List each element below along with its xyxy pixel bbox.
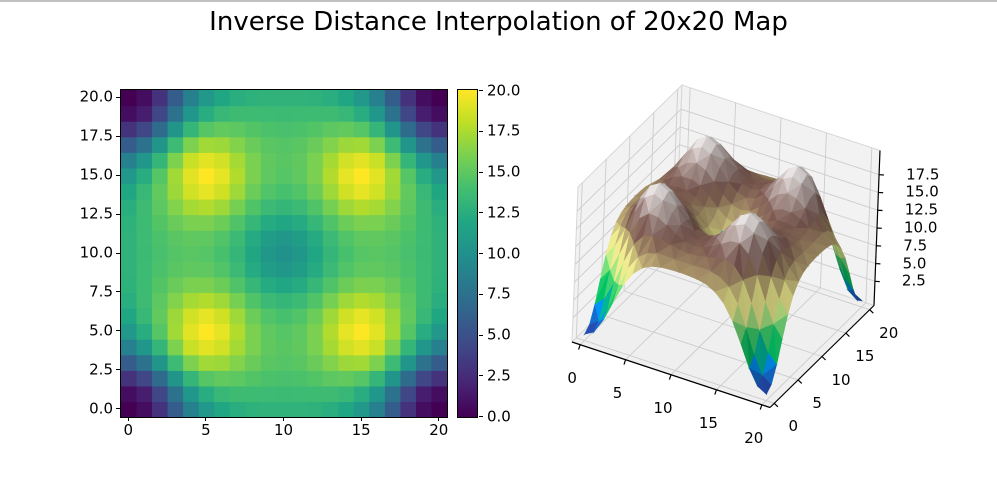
- heatmap-y-tick-label: 12.5: [79, 204, 113, 223]
- tick-mark: [479, 375, 483, 377]
- tick-mark: [116, 252, 120, 254]
- tick-mark: [116, 330, 120, 332]
- colorbar-tick-label: 12.5: [487, 203, 521, 222]
- tick-mark: [116, 96, 120, 98]
- surface3d-z-tick-label: 10.0: [904, 218, 938, 237]
- heatmap-x-tick-label: 10: [273, 421, 294, 439]
- heatmap-y-tick-label: 20.0: [79, 87, 113, 106]
- colorbar-tick-label: 0.0: [487, 407, 511, 425]
- heatmap-y-tick-label: 5.0: [89, 321, 113, 340]
- tick-mark: [116, 291, 120, 293]
- tick-mark: [438, 417, 440, 421]
- tick-mark: [479, 293, 483, 295]
- tick-mark: [283, 417, 284, 421]
- colorbar-tick-label: 20.0: [487, 81, 521, 99]
- heatmap-plot-area: [120, 89, 448, 418]
- surface3d-z-tick-label: 15.0: [905, 182, 939, 201]
- tick-mark: [116, 135, 120, 137]
- surface3d-y-tick-label: 5: [812, 393, 822, 412]
- tick-mark: [360, 417, 362, 421]
- tick-mark: [479, 334, 483, 336]
- heatmap-canvas: [121, 90, 447, 417]
- surface3d-z-tick-label: 2.5: [901, 271, 926, 290]
- heatmap-x-tick-label: 5: [201, 421, 211, 439]
- tick-mark: [116, 174, 120, 176]
- colorbar: [457, 89, 478, 418]
- surface3d-z-tick-label: 7.5: [903, 236, 928, 255]
- colorbar-tick-label: 17.5: [487, 121, 521, 140]
- tick-mark: [479, 416, 483, 417]
- heatmap-x-tick-label: 20: [429, 421, 449, 439]
- colorbar-canvas: [458, 90, 477, 417]
- surface3d-y-tick-label: 15: [855, 347, 875, 366]
- heatmap-y-tick-label: 15.0: [79, 165, 113, 184]
- tick-mark: [479, 171, 483, 173]
- figure-title: Inverse Distance Interpolation of 20x20 …: [209, 7, 788, 37]
- surface3d-x-tick-label: 15: [698, 413, 718, 432]
- surface3d-x-tick-label: 20: [744, 428, 764, 447]
- surface3d-y-tick-label: 0: [788, 417, 799, 436]
- heatmap-y-tick-label: 2.5: [89, 360, 113, 379]
- heatmap-y-tick-label: 17.5: [79, 126, 113, 145]
- surface3d-z-tick-label: 17.5: [906, 165, 940, 184]
- tick-mark: [479, 90, 483, 91]
- colorbar-tick-label: 15.0: [487, 162, 521, 181]
- colorbar-tick-label: 7.5: [487, 284, 511, 303]
- tick-mark: [479, 130, 483, 132]
- tick-mark: [116, 408, 120, 410]
- surface3d-x-tick-label: 5: [612, 383, 623, 402]
- window-top-edge: [0, 0, 997, 2]
- surface3d-z-tick-label: 12.5: [904, 200, 939, 219]
- surface3d-x-tick-label: 0: [567, 368, 577, 387]
- surface3d-x-tick-label: 10: [653, 398, 673, 417]
- tick-mark: [116, 369, 120, 371]
- tick-mark: [205, 417, 207, 421]
- heatmap-y-tick-label: 0.0: [89, 399, 113, 418]
- surface3d-canvas: [545, 70, 997, 490]
- colorbar-tick-label: 2.5: [487, 366, 511, 385]
- heatmap-x-tick-label: 0: [123, 421, 134, 439]
- heatmap-x-tick-label: 15: [351, 421, 371, 439]
- heatmap-y-tick-label: 7.5: [89, 282, 113, 301]
- tick-mark: [116, 213, 120, 215]
- tick-mark: [479, 253, 483, 254]
- surface3d-y-tick-label: 10: [831, 370, 851, 389]
- surface3d-z-tick-label: 5.0: [902, 254, 927, 273]
- surface3d-y-tick-label: 20: [879, 323, 899, 342]
- heatmap-y-tick-label: 10.0: [79, 243, 113, 262]
- tick-mark: [479, 212, 483, 214]
- tick-mark: [127, 417, 129, 421]
- colorbar-tick-label: 10.0: [487, 244, 521, 262]
- colorbar-tick-label: 5.0: [487, 325, 511, 344]
